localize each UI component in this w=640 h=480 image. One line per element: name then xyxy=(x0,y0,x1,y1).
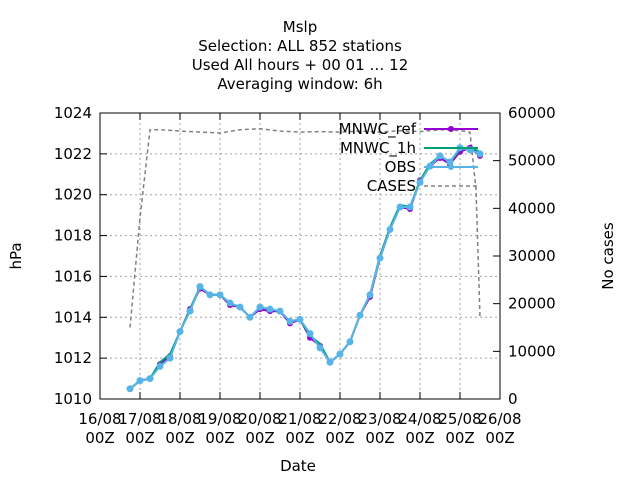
legend-marker xyxy=(448,126,454,132)
data-point-obs xyxy=(156,362,164,370)
x-tick-label: 16/08 xyxy=(78,410,121,428)
data-point-obs xyxy=(226,299,234,307)
data-point-obs xyxy=(316,344,324,352)
data-point-obs xyxy=(476,150,484,158)
data-point-obs xyxy=(396,203,404,211)
x-tick-label: 18/08 xyxy=(158,410,201,428)
x-tick-label: 21/08 xyxy=(278,410,321,428)
data-point-obs xyxy=(256,303,264,311)
y-tick-label: 1010 xyxy=(54,390,92,408)
y-tick-label: 1018 xyxy=(54,227,92,245)
y-tick-label: 1020 xyxy=(54,186,92,204)
data-point-obs xyxy=(166,354,174,362)
data-point-obs xyxy=(366,291,374,299)
series-line-obs xyxy=(129,146,481,390)
y-tick-label: 1024 xyxy=(54,104,92,122)
y2-tick-label: 20000 xyxy=(508,295,556,313)
data-point-obs xyxy=(286,317,294,325)
x-tick-label: 19/08 xyxy=(198,410,241,428)
legend-marker xyxy=(448,164,454,170)
data-point-obs xyxy=(126,385,134,393)
title-line: Selection: ALL 852 stations xyxy=(198,37,402,55)
data-point-obs xyxy=(376,254,384,262)
data-point-obs xyxy=(296,315,304,323)
y2-tick-label: 10000 xyxy=(508,342,556,360)
x-tick-label: 00Z xyxy=(485,429,514,447)
x-tick-label: 24/08 xyxy=(398,410,441,428)
data-point-obs xyxy=(206,291,214,299)
legend-label: MNWC_1h xyxy=(340,139,416,158)
x-tick-label: 00Z xyxy=(325,429,354,447)
legend-label: CASES xyxy=(367,177,416,195)
x-tick-label: 22/08 xyxy=(318,410,361,428)
data-point-obs xyxy=(196,283,204,291)
x-tick-label: 00Z xyxy=(205,429,234,447)
data-point-obs xyxy=(416,178,424,186)
data-point-obs xyxy=(246,313,254,321)
y2-axis-label: No cases xyxy=(599,222,617,290)
data-point-obs xyxy=(176,328,184,336)
y-tick-label: 1012 xyxy=(54,349,92,367)
title-line: Used All hours + 00 01 … 12 xyxy=(192,56,409,74)
data-point-obs xyxy=(186,307,194,315)
x-tick-label: 00Z xyxy=(365,429,394,447)
data-point-obs xyxy=(356,311,364,319)
series-line-mnwc-1h xyxy=(129,146,481,390)
y-tick-label: 1022 xyxy=(54,145,92,163)
y2-tick-label: 60000 xyxy=(508,104,556,122)
data-point-obs xyxy=(276,307,284,315)
data-point-obs xyxy=(336,350,344,358)
data-point-obs xyxy=(146,375,154,383)
x-tick-label: 00Z xyxy=(85,429,114,447)
data-point-obs xyxy=(346,338,354,346)
y2-tick-label: 30000 xyxy=(508,247,556,265)
x-tick-label: 00Z xyxy=(245,429,274,447)
data-point-obs xyxy=(216,291,224,299)
x-tick-label: 17/08 xyxy=(118,410,161,428)
legend-label: OBS xyxy=(385,158,416,176)
axis-ticks: 1010 1012 1014 1016 1018 1020 1022 1024 0 10000 20… xyxy=(54,104,556,447)
legend-label: MNWC_ref xyxy=(339,120,417,139)
x-tick-label: 00Z xyxy=(125,429,154,447)
x-tick-label: 00Z xyxy=(445,429,474,447)
data-point-obs xyxy=(266,305,274,313)
y2-tick-label: 0 xyxy=(508,390,518,408)
data-point-obs xyxy=(236,303,244,311)
x-tick-label: 00Z xyxy=(165,429,194,447)
y2-tick-label: 50000 xyxy=(508,152,556,170)
x-tick-label: 00Z xyxy=(405,429,434,447)
data-point-obs xyxy=(446,158,454,166)
x-axis-label: Date xyxy=(280,457,316,475)
y-axis-label: hPa xyxy=(7,242,25,269)
series-line-cases xyxy=(129,127,481,328)
data-point-obs xyxy=(326,358,334,366)
data-point-obs xyxy=(436,152,444,160)
y2-tick-label: 40000 xyxy=(508,199,556,217)
data-point-obs xyxy=(406,203,414,211)
x-tick-label: 25/08 xyxy=(438,410,481,428)
data-point-obs xyxy=(136,377,144,385)
data-point-obs xyxy=(306,330,314,338)
x-tick-label: 00Z xyxy=(285,429,314,447)
y-tick-label: 1014 xyxy=(54,308,92,326)
x-tick-label: 20/08 xyxy=(238,410,281,428)
series-line-mnwc-ref xyxy=(129,146,481,390)
x-tick-label: 23/08 xyxy=(358,410,401,428)
x-tick-label: 26/08 xyxy=(478,410,521,428)
y-tick-label: 1016 xyxy=(54,267,92,285)
title-line: Averaging window: 6h xyxy=(217,75,382,93)
title-line: Mslp xyxy=(283,18,317,36)
data-point-obs xyxy=(386,225,394,233)
